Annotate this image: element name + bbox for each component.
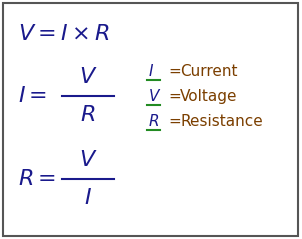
- Text: $V = I \times R$: $V = I \times R$: [18, 23, 110, 45]
- Text: =: =: [168, 64, 181, 78]
- Text: $R$: $R$: [148, 113, 159, 129]
- Text: Resistance: Resistance: [180, 114, 263, 129]
- Text: =: =: [168, 88, 181, 103]
- Text: Voltage: Voltage: [180, 88, 237, 103]
- Text: $I$: $I$: [84, 187, 92, 209]
- Text: $I$: $I$: [148, 63, 154, 79]
- Text: $R$: $R$: [80, 104, 96, 126]
- Text: $R =$: $R =$: [18, 168, 56, 190]
- Text: =: =: [168, 114, 181, 129]
- Text: $V$: $V$: [79, 66, 97, 88]
- Text: Current: Current: [180, 64, 237, 78]
- Text: $I =$: $I =$: [18, 85, 47, 107]
- Text: $V$: $V$: [79, 149, 97, 171]
- FancyBboxPatch shape: [3, 3, 298, 236]
- Text: $V$: $V$: [148, 88, 161, 104]
